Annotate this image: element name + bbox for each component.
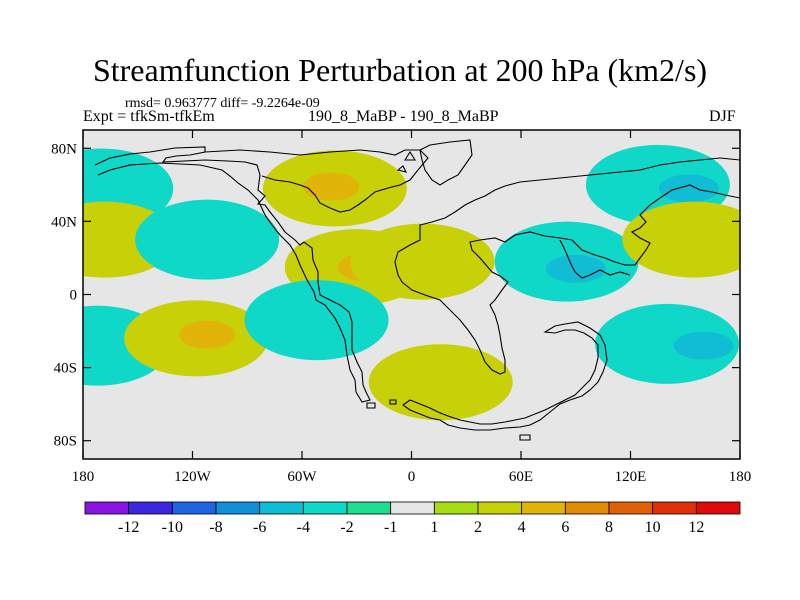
colorbar-label-4: -4 (297, 519, 310, 536)
colorbar-swatch-2 (171, 501, 217, 515)
x-tick-label-2: 60W (287, 469, 317, 485)
contour-blob-12 (368, 344, 513, 421)
contour-blob-17 (622, 201, 740, 278)
colorbar-swatch-12 (608, 501, 654, 515)
colorbar-label-2: -8 (209, 519, 222, 536)
colorbar-label-11: 8 (605, 519, 613, 536)
colorbar-swatch-3 (215, 501, 261, 515)
x-tick-label-0: 180 (72, 469, 95, 485)
colorbar: -12 -10 -8 -6 -4 -2 -1 1 2 4 6 8 10 12 (84, 501, 741, 536)
x-tick-label-4: 60E (509, 469, 533, 485)
colorbar-label-7: 1 (430, 519, 438, 536)
colorbar-label-5: -2 (340, 519, 353, 536)
contour-blob-18 (595, 303, 739, 384)
colorbar-swatch-11 (564, 501, 610, 515)
y-axis: 80N 40N 0 40S 80S (51, 141, 740, 450)
x-tick-label-1: 120W (174, 469, 212, 485)
coastline-greenland (419, 139, 473, 186)
colorbar-swatch-6 (346, 501, 392, 515)
coastline-arctic-canada (204, 149, 429, 213)
colorbar-swatch-7 (390, 501, 435, 515)
coastline-small-islands (366, 399, 531, 441)
colorbar-label-1: -10 (162, 519, 183, 536)
colorbar-label-10: 6 (561, 519, 569, 536)
chart-title: Streamfunction Perturbation at 200 hPa (… (92, 52, 708, 88)
colorbar-label-0: -12 (118, 519, 139, 536)
y-tick-label-4: 80S (54, 434, 77, 450)
rmsd-diff-label: rmsd= 0.963777 diff= -9.2264e-09 (125, 96, 320, 111)
x-tick-label-3: 0 (408, 469, 416, 485)
contour-blob-11 (350, 223, 495, 300)
colorbar-swatch-14 (695, 501, 741, 515)
runs-label: 190_8_MaBP - 190_8_MaBP (308, 108, 499, 125)
colorbar-swatch-5 (302, 501, 348, 515)
contour-blob-7 (303, 172, 360, 201)
colorbar-label-13: 12 (688, 519, 704, 536)
x-tick-label-5: 120E (615, 469, 647, 485)
contour-blob-4 (179, 320, 236, 349)
season-label: DJF (709, 108, 736, 125)
coastline-americas (94, 146, 371, 403)
colorbar-label-3: -6 (253, 519, 266, 536)
colorbar-swatch-10 (521, 501, 566, 515)
coastline-asia-east (559, 239, 631, 279)
coastline-australia (402, 321, 608, 431)
colorbar-swatch-4 (259, 501, 304, 515)
colorbar-swatch-13 (652, 501, 697, 515)
y-tick-label-2: 0 (70, 288, 78, 304)
y-tick-label-0: 80N (51, 141, 77, 157)
colorbar-swatch-1 (128, 501, 173, 515)
contour-layer (83, 144, 740, 421)
colorbar-swatch-9 (477, 501, 523, 515)
x-axis: 180 120W 60W 0 60E 120E 180 (72, 130, 752, 485)
coastline-eurasia-africa (394, 157, 740, 375)
colorbar-swatch-8 (433, 501, 479, 515)
colorbar-label-6: -1 (384, 519, 397, 536)
colorbar-swatch-0 (84, 501, 130, 515)
coastline (94, 139, 740, 441)
contour-blob-16 (658, 174, 719, 203)
y-tick-label-1: 40N (51, 214, 77, 230)
colorbar-label-8: 2 (474, 519, 482, 536)
contour-blob-10 (244, 280, 389, 361)
contour-blob-14 (545, 254, 606, 283)
experiment-label: Expt = tfkSm-tfkEm (83, 108, 215, 125)
contour-blob-5 (135, 199, 280, 280)
x-tick-label-6: 180 (729, 469, 752, 485)
colorbar-label-12: 10 (645, 519, 661, 536)
contour-blob-19 (673, 331, 734, 360)
colorbar-label-9: 4 (518, 519, 526, 536)
y-tick-label-3: 40S (54, 361, 77, 377)
coastline-europe-islands (396, 150, 416, 173)
